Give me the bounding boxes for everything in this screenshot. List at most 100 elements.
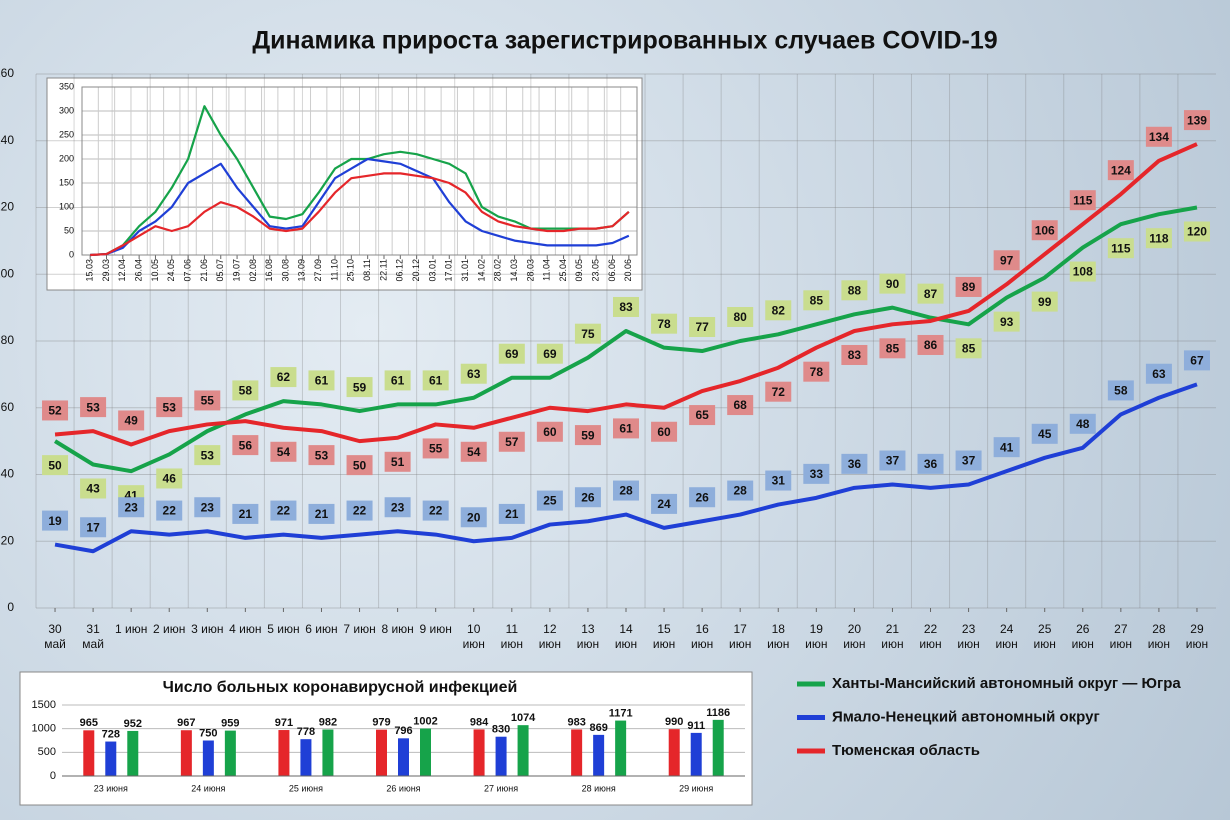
value-label: 796 [394,725,412,737]
x-tick-label: 19 июн [805,622,828,651]
x-tick-label: 05.07 [215,259,225,282]
value-label: 85 [962,341,976,355]
value-label-box [308,370,335,391]
value-label: 20 [467,510,481,524]
value-label-box [42,510,69,531]
value-label: 55 [201,394,215,408]
value-label-box [346,500,373,521]
x-tick-label: 9 июн [419,622,452,636]
bar [105,741,117,776]
x-tick-label: 18 июн [767,622,790,651]
bar [180,730,192,776]
bar [517,725,529,776]
value-label-box [1031,291,1058,312]
value-label: 37 [962,454,976,468]
value-label: 23 [201,500,215,514]
value-label: 22 [163,504,177,518]
value-label: 61 [391,374,405,388]
x-tick-label: 11.04 [542,259,552,281]
y-tick-label: 150 [59,177,74,187]
value-label: 61 [315,374,329,388]
value-label-box [917,283,944,304]
value-label-box [727,307,754,327]
value-label: 41 [1000,440,1014,454]
value-label-box [232,380,259,401]
y-tick-label: 350 [59,81,74,91]
value-label: 911 [687,720,705,732]
x-tick-label: 30 май [44,622,66,651]
value-label-box [1107,380,1134,401]
value-label: 37 [886,454,900,468]
value-label-box [803,463,830,484]
x-tick-label: 27 июн [1109,622,1132,651]
x-tick-label: 14.03 [509,259,519,282]
value-label: 83 [619,300,633,314]
x-tick-label: 5 июн [267,622,300,636]
plot-frame [81,86,638,256]
value-label-box [1069,261,1096,282]
value-label-box [727,395,754,416]
value-label-box [613,418,639,439]
value-label: 115 [1073,193,1093,207]
bar [376,729,387,776]
value-label: 971 [275,717,293,729]
value-label-box [613,480,639,501]
x-tick-label: 09.05 [574,259,584,282]
value-label: 33 [810,467,824,481]
value-label: 134 [1149,130,1169,144]
value-label-box [841,453,868,474]
x-tick-label: 06.12 [395,259,405,282]
value-label-box [308,445,335,466]
x-tick-label: 25.04 [558,259,568,282]
series-line [90,157,630,257]
value-label-box [803,290,830,311]
value-label-box [42,400,69,421]
series-line [90,105,630,257]
value-label: 28 [734,484,748,498]
bar [495,736,507,776]
x-tick-label: 29 июня [679,783,713,793]
bar [571,729,583,776]
value-label: 85 [810,293,824,307]
value-label: 49 [124,414,138,428]
bar [615,720,627,776]
y-tick-label: 250 [59,129,74,139]
value-label: 830 [492,724,510,736]
x-tick-label: 28 июня [582,783,616,793]
value-label: 967 [177,717,195,729]
x-tick-label: 17 июн [729,622,752,651]
y-tick-label: 0 [7,600,14,614]
value-label: 43 [86,482,100,496]
value-label-box [460,441,487,462]
y-tick-label: 100 [59,201,74,211]
bar [127,730,139,776]
value-label: 58 [239,384,253,398]
value-label: 53 [201,448,215,462]
bar [322,729,334,776]
value-label-box [498,343,525,364]
value-label: 979 [372,717,390,729]
value-label: 26 [581,490,595,504]
value-label: 77 [695,320,709,334]
value-label: 115 [1111,241,1131,255]
value-label-box [955,450,982,471]
y-tick-label: 300 [59,105,74,115]
value-label-box [1069,190,1096,211]
y-tick-label: 120 [0,200,14,214]
value-label: 69 [543,347,557,361]
value-label: 45 [1038,427,1052,441]
value-label-box [574,323,601,344]
value-label-box [156,397,183,418]
value-label-box [727,480,754,501]
x-tick-label: 15 июн [652,622,676,651]
x-tick-label: 26.04 [134,259,144,282]
x-tick-label: 4 июн [229,622,262,636]
value-label-box [955,338,982,359]
x-tick-label: 2 июн [153,622,186,636]
value-label-box [422,438,449,459]
bar [202,740,214,776]
value-label: 60 [543,425,557,439]
legend-label: Ханты-Мансийский автономный округ — Югра [832,675,1181,692]
x-tick-label: 29.03 [101,259,111,282]
value-label-box [80,397,107,418]
